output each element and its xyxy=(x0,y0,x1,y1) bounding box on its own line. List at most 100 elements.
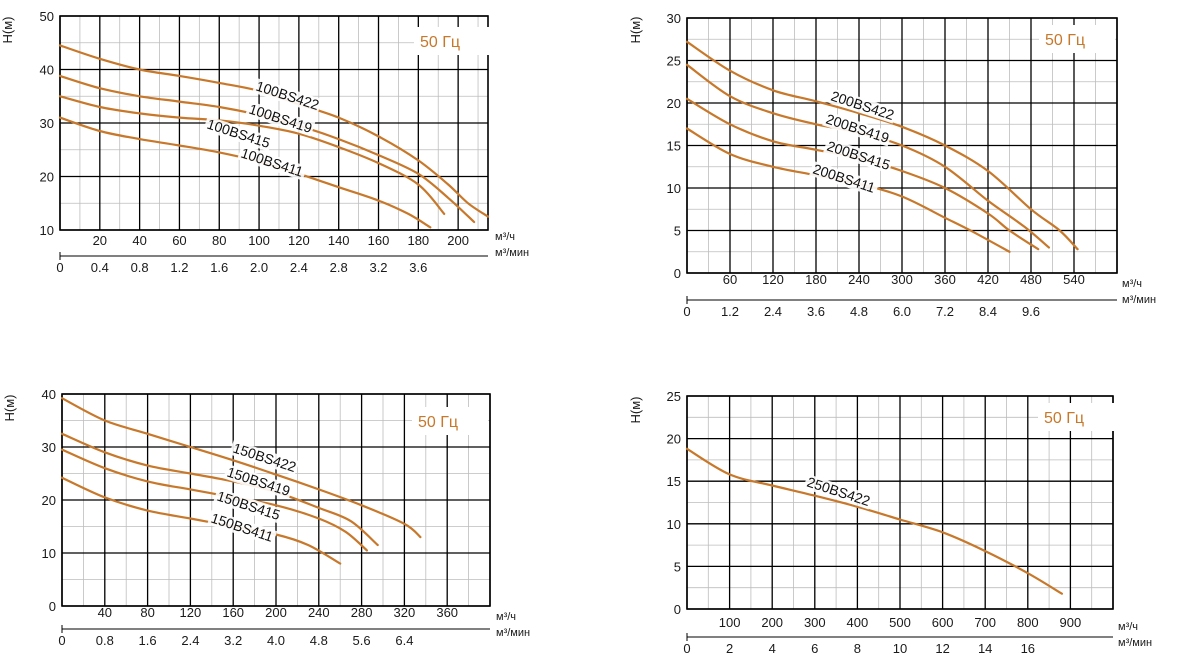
x-tick-label-primary: 60 xyxy=(172,233,186,248)
x-tick-label-secondary: 0.8 xyxy=(96,633,114,648)
frequency-label: 50 Гц xyxy=(420,34,460,51)
x-tick-label-secondary: 3.6 xyxy=(807,304,825,319)
x-tick-label-primary: 540 xyxy=(1063,272,1085,287)
y-tick-label: 5 xyxy=(674,559,681,574)
x-unit-primary: м³/ч xyxy=(1118,621,1138,633)
x-tick-label-primary: 120 xyxy=(288,233,310,248)
curve-label-background xyxy=(252,77,323,114)
y-tick-label: 40 xyxy=(40,63,54,78)
frequency-label-background xyxy=(414,27,490,55)
x-tick-label-secondary: 4.8 xyxy=(310,633,328,648)
x-tick-label-secondary: 8.4 xyxy=(979,304,997,319)
y-axis-label: H(м) xyxy=(628,397,643,424)
x-tick-label-secondary: 2.8 xyxy=(330,260,348,275)
x-tick-label-primary: 40 xyxy=(132,233,146,248)
y-tick-label: 25 xyxy=(667,54,681,69)
x-tick-label-secondary: 0 xyxy=(683,304,690,319)
x-tick-label-secondary: 0.8 xyxy=(131,260,149,275)
curve-label-background xyxy=(203,115,274,152)
pump-curve-200BS422 xyxy=(685,40,1079,251)
x-unit-secondary: м³/мин xyxy=(495,247,529,259)
frequency-label-background xyxy=(1039,25,1115,53)
plot-frame xyxy=(686,17,1118,274)
y-tick-label: 30 xyxy=(40,116,54,131)
y-axis-label: H(м) xyxy=(628,17,643,44)
curve-label-background xyxy=(803,473,874,510)
x-tick-label-secondary: 4.0 xyxy=(267,633,285,648)
x-tick-label-secondary: 3.2 xyxy=(369,260,387,275)
x-tick-label-primary: 60 xyxy=(723,272,737,287)
curve-label-background xyxy=(213,487,284,524)
x-tick-label-secondary: 0 xyxy=(58,633,65,648)
x-tick-label-primary: 80 xyxy=(140,605,154,620)
x-tick-label-primary: 180 xyxy=(805,272,827,287)
x-tick-label-primary: 120 xyxy=(762,272,784,287)
y-tick-label: 20 xyxy=(667,432,681,447)
curve-label-background xyxy=(237,144,308,181)
x-tick-label-secondary: 1.2 xyxy=(170,260,188,275)
curve-label-background xyxy=(822,110,893,147)
curve-label-background xyxy=(823,137,894,174)
frequency-label-background xyxy=(412,407,488,435)
x-tick-label-secondary: 1.6 xyxy=(210,260,228,275)
y-axis-label: H(м) xyxy=(2,395,17,422)
frequency-label: 50 Гц xyxy=(1045,32,1085,49)
plot-frame xyxy=(59,15,489,231)
x-tick-label-primary: 20 xyxy=(93,233,107,248)
x-tick-label-secondary: 0.4 xyxy=(91,260,109,275)
pump-curve-150BS422 xyxy=(60,397,422,539)
x-tick-label-primary: 100 xyxy=(248,233,270,248)
x-unit-secondary: м³/мин xyxy=(1122,294,1156,306)
x-unit-secondary: м³/мин xyxy=(496,627,530,639)
x-unit-primary: м³/ч xyxy=(496,611,516,623)
x-tick-label-secondary: 6.0 xyxy=(893,304,911,319)
x-tick-label-primary: 900 xyxy=(1060,615,1082,630)
chart-2: 0 5 10 15 20 25 30 H(м) 60 120 180 240 300 360 420 480 5… xyxy=(628,11,1156,319)
x-tick-label-primary: 600 xyxy=(932,615,954,630)
x-tick-label-secondary: 0 xyxy=(56,260,63,275)
x-tick-label-primary: 400 xyxy=(847,615,869,630)
y-tick-label: 5 xyxy=(674,224,681,239)
y-tick-label: 10 xyxy=(40,223,54,238)
x-tick-label-primary: 360 xyxy=(934,272,956,287)
curve-label-background xyxy=(229,439,300,476)
y-tick-label: 0 xyxy=(674,266,681,281)
x-tick-label-secondary: 12 xyxy=(935,641,949,656)
x-tick-label-secondary: 2.4 xyxy=(764,304,782,319)
x-tick-label-primary: 160 xyxy=(222,605,244,620)
x-unit-primary: м³/ч xyxy=(495,231,515,243)
x-tick-label-primary: 140 xyxy=(328,233,350,248)
y-tick-label: 15 xyxy=(667,139,681,154)
y-tick-label: 40 xyxy=(42,387,56,402)
x-tick-label-primary: 280 xyxy=(351,605,373,620)
y-tick-label: 15 xyxy=(667,474,681,489)
plot-frame xyxy=(61,393,491,607)
x-tick-label-primary: 120 xyxy=(180,605,202,620)
pump-curve-100BS415 xyxy=(58,95,446,215)
x-tick-label-primary: 360 xyxy=(436,605,458,620)
x-tick-label-primary: 420 xyxy=(977,272,999,287)
y-tick-label: 20 xyxy=(40,170,54,185)
pump-curve-250BS422 xyxy=(685,447,1063,595)
x-unit-secondary: м³/мин xyxy=(1118,637,1152,649)
frequency-label: 50 Гц xyxy=(418,414,458,431)
frequency-label-background xyxy=(1038,403,1114,431)
x-tick-label-primary: 160 xyxy=(368,233,390,248)
plot-frame xyxy=(686,395,1114,610)
x-tick-label-primary: 500 xyxy=(889,615,911,630)
x-tick-label-secondary: 6.4 xyxy=(395,633,413,648)
curve-label-background xyxy=(207,509,278,546)
x-tick-label-secondary: 16 xyxy=(1021,641,1035,656)
y-tick-label: 10 xyxy=(42,546,56,561)
x-tick-label-secondary: 14 xyxy=(978,641,992,656)
frequency-label: 50 Гц xyxy=(1044,410,1084,427)
x-tick-label-secondary: 2.4 xyxy=(181,633,199,648)
curve-label-background xyxy=(245,100,316,137)
x-tick-label-primary: 300 xyxy=(891,272,913,287)
x-tick-label-primary: 200 xyxy=(761,615,783,630)
y-tick-label: 10 xyxy=(667,181,681,196)
x-tick-label-secondary: 8 xyxy=(854,641,861,656)
x-tick-label-primary: 700 xyxy=(974,615,996,630)
